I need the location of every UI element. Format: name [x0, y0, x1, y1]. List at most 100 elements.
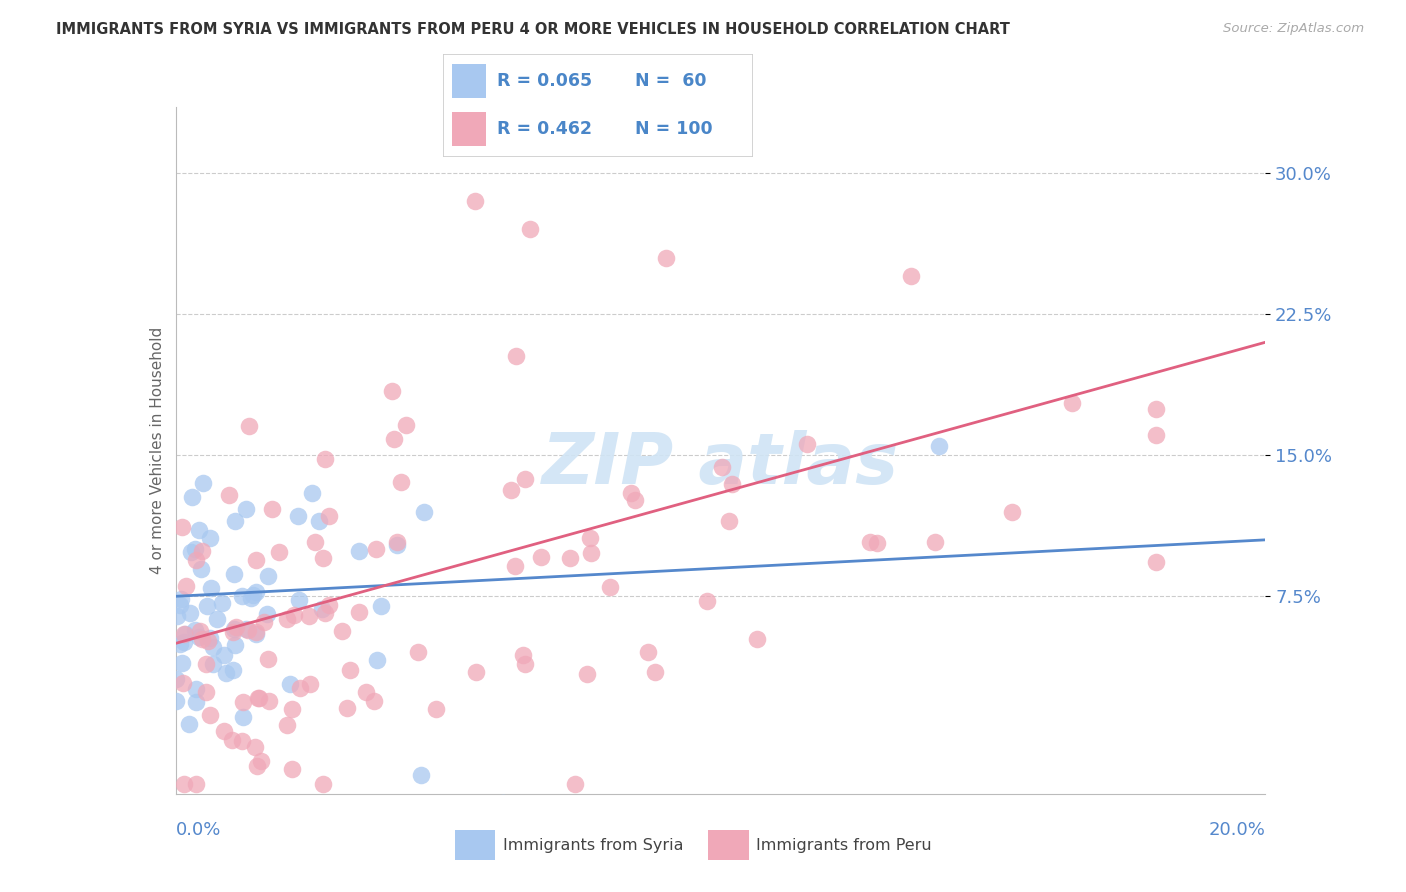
Point	[224, 638, 246, 652]
Point	[170, 520, 193, 534]
Point	[202, 640, 225, 655]
Point	[866, 536, 889, 550]
Point	[389, 475, 412, 489]
Point	[190, 562, 212, 576]
Point	[247, 691, 270, 706]
Point	[173, 627, 195, 641]
Point	[620, 486, 643, 500]
Point	[347, 605, 370, 619]
Bar	[709, 830, 748, 860]
Point	[513, 472, 536, 486]
Text: R = 0.462: R = 0.462	[498, 120, 592, 138]
Point	[308, 514, 330, 528]
Text: N = 100: N = 100	[634, 120, 713, 138]
Bar	[456, 830, 495, 860]
Point	[173, 634, 195, 648]
Point	[301, 485, 323, 500]
Point	[236, 623, 259, 637]
Point	[381, 384, 404, 398]
Point	[184, 623, 207, 637]
Point	[318, 509, 340, 524]
Point	[215, 666, 238, 681]
Point	[232, 709, 254, 723]
Point	[287, 508, 309, 523]
Point	[198, 531, 221, 545]
Point	[181, 490, 204, 504]
Point	[243, 739, 266, 754]
Point	[246, 690, 269, 705]
Bar	[453, 112, 486, 145]
Point	[198, 707, 221, 722]
Text: Source: ZipAtlas.com: Source: ZipAtlas.com	[1223, 22, 1364, 36]
Point	[710, 459, 733, 474]
Point	[191, 544, 214, 558]
Point	[288, 593, 311, 607]
Y-axis label: 4 or more Vehicles in Household: 4 or more Vehicles in Household	[149, 326, 165, 574]
Point	[179, 606, 201, 620]
Point	[195, 684, 218, 698]
Point	[599, 580, 621, 594]
Point	[349, 543, 371, 558]
Point	[304, 535, 326, 549]
Point	[576, 666, 599, 681]
Point	[928, 439, 950, 453]
Point	[238, 418, 260, 433]
Point	[363, 694, 385, 708]
Point	[184, 542, 207, 557]
Point	[257, 694, 280, 708]
Point	[250, 754, 273, 768]
Point	[172, 656, 194, 670]
Point	[464, 194, 486, 208]
Point	[280, 762, 302, 776]
Point	[218, 488, 240, 502]
Point	[505, 349, 527, 363]
Text: ZIP atlas: ZIP atlas	[541, 430, 900, 499]
Point	[721, 477, 744, 491]
Point	[245, 553, 267, 567]
Point	[242, 589, 264, 603]
Point	[382, 432, 405, 446]
Point	[512, 648, 534, 662]
Point	[314, 606, 336, 620]
Text: R = 0.065: R = 0.065	[498, 71, 592, 90]
Point	[278, 677, 301, 691]
Point	[256, 569, 278, 583]
Point	[191, 632, 214, 647]
Point	[188, 630, 211, 644]
Point	[530, 549, 553, 564]
Point	[385, 538, 408, 552]
Point	[354, 685, 377, 699]
Point	[366, 653, 388, 667]
Point	[288, 681, 311, 696]
Point	[188, 624, 211, 639]
Point	[184, 553, 207, 567]
Point	[245, 624, 267, 639]
Point	[1144, 402, 1167, 417]
Point	[558, 551, 581, 566]
Point	[1060, 395, 1083, 409]
Point	[235, 502, 257, 516]
Point	[579, 531, 602, 545]
Point	[200, 582, 222, 596]
Point	[179, 717, 201, 731]
Point	[312, 777, 335, 791]
Point	[235, 622, 257, 636]
Point	[257, 651, 280, 665]
Point	[623, 493, 645, 508]
Point	[245, 627, 267, 641]
Point	[187, 523, 209, 537]
Point	[696, 594, 718, 608]
Point	[231, 589, 253, 603]
Point	[745, 632, 768, 646]
Point	[180, 545, 202, 559]
Point	[395, 417, 418, 432]
Point	[579, 546, 602, 560]
Point	[207, 612, 229, 626]
Point	[169, 592, 191, 607]
Point	[311, 551, 333, 566]
Point	[191, 476, 214, 491]
Point	[412, 504, 434, 518]
Text: Immigrants from Peru: Immigrants from Peru	[756, 838, 932, 853]
Point	[513, 657, 536, 671]
Point	[364, 541, 387, 556]
